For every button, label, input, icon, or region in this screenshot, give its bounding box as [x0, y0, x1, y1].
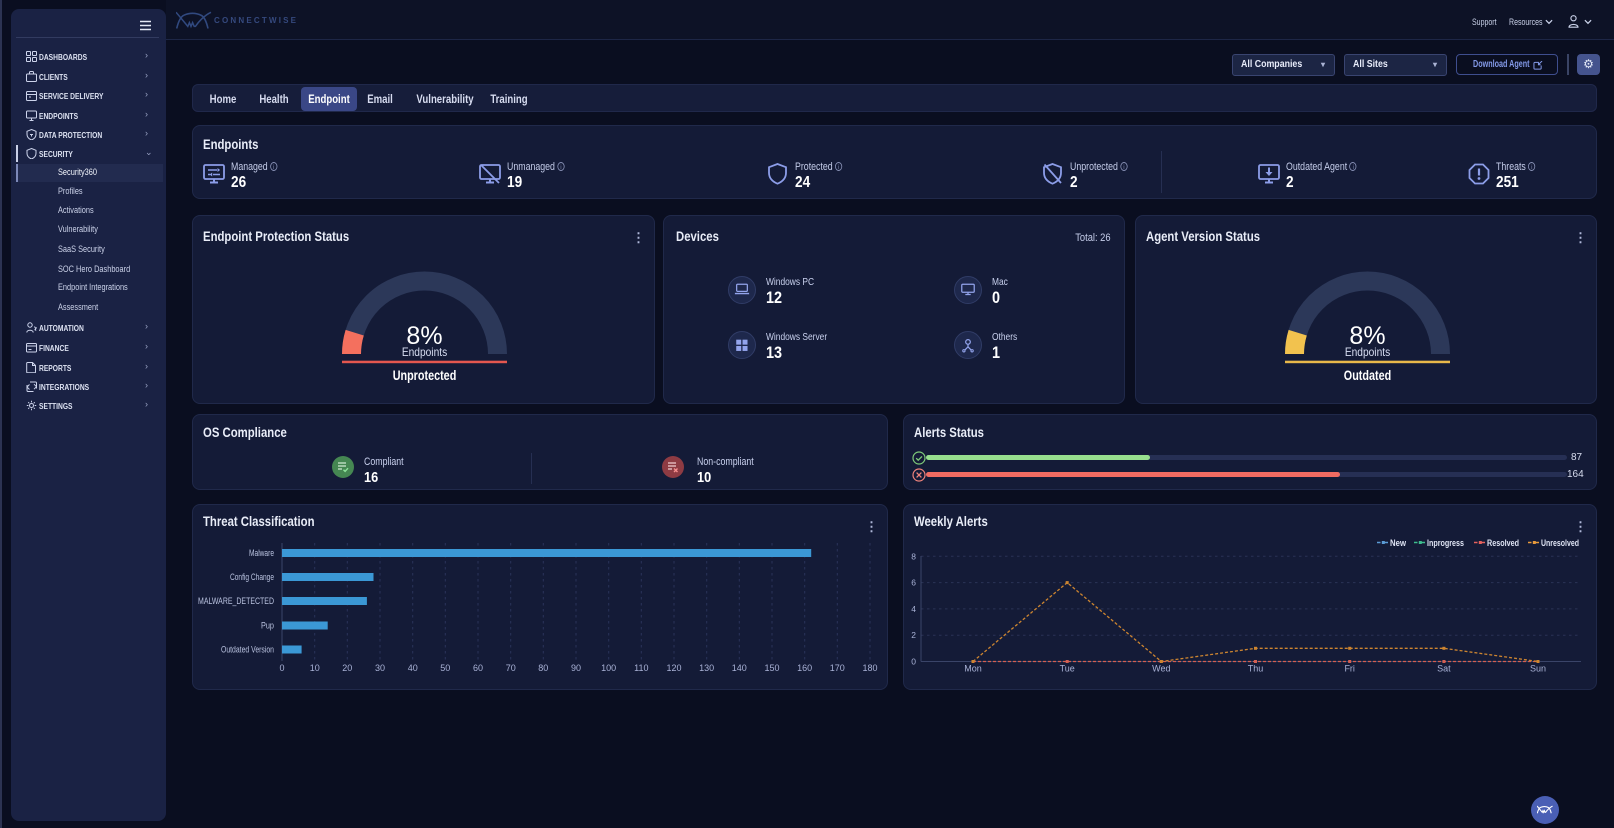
svg-text:Mon: Mon: [964, 664, 982, 674]
svg-text:Wed: Wed: [1152, 664, 1170, 674]
svg-text:Unresolved: Unresolved: [1541, 538, 1579, 549]
svg-text:130: 130: [699, 663, 714, 673]
svg-text:8: 8: [911, 551, 916, 561]
svg-text:30: 30: [375, 663, 385, 673]
svg-text:120: 120: [666, 663, 681, 673]
svg-text:40: 40: [408, 663, 418, 673]
svg-text:Resolved: Resolved: [1487, 538, 1519, 549]
svg-text:100: 100: [601, 663, 616, 673]
svg-text:70: 70: [506, 663, 516, 673]
svg-text:Sat: Sat: [1437, 664, 1451, 674]
svg-text:90: 90: [571, 663, 581, 673]
svg-text:0: 0: [279, 663, 284, 673]
svg-text:MALWARE_DETECTED: MALWARE_DETECTED: [198, 596, 274, 606]
svg-text:180: 180: [862, 663, 877, 673]
svg-text:4: 4: [911, 604, 916, 614]
svg-text:New: New: [1390, 538, 1406, 549]
svg-text:Outdated Version: Outdated Version: [221, 645, 274, 655]
svg-text:Fri: Fri: [1344, 664, 1355, 674]
svg-text:6: 6: [911, 578, 916, 588]
svg-text:10: 10: [310, 663, 320, 673]
svg-text:60: 60: [473, 663, 483, 673]
svg-text:Inprogress: Inprogress: [1427, 538, 1464, 549]
svg-text:150: 150: [764, 663, 779, 673]
svg-text:Tue: Tue: [1060, 664, 1075, 674]
svg-text:Sun: Sun: [1530, 664, 1546, 674]
svg-text:170: 170: [830, 663, 845, 673]
svg-text:Malware: Malware: [249, 548, 274, 558]
svg-text:Config Change: Config Change: [230, 572, 274, 582]
svg-text:20: 20: [342, 663, 352, 673]
svg-text:Pup: Pup: [261, 621, 274, 631]
svg-text:2: 2: [911, 630, 916, 640]
svg-text:110: 110: [634, 663, 648, 673]
svg-text:Thu: Thu: [1248, 664, 1264, 674]
svg-text:50: 50: [440, 663, 450, 673]
svg-text:0: 0: [911, 657, 916, 667]
svg-text:160: 160: [797, 663, 812, 673]
svg-text:80: 80: [538, 663, 548, 673]
svg-text:140: 140: [732, 663, 747, 673]
